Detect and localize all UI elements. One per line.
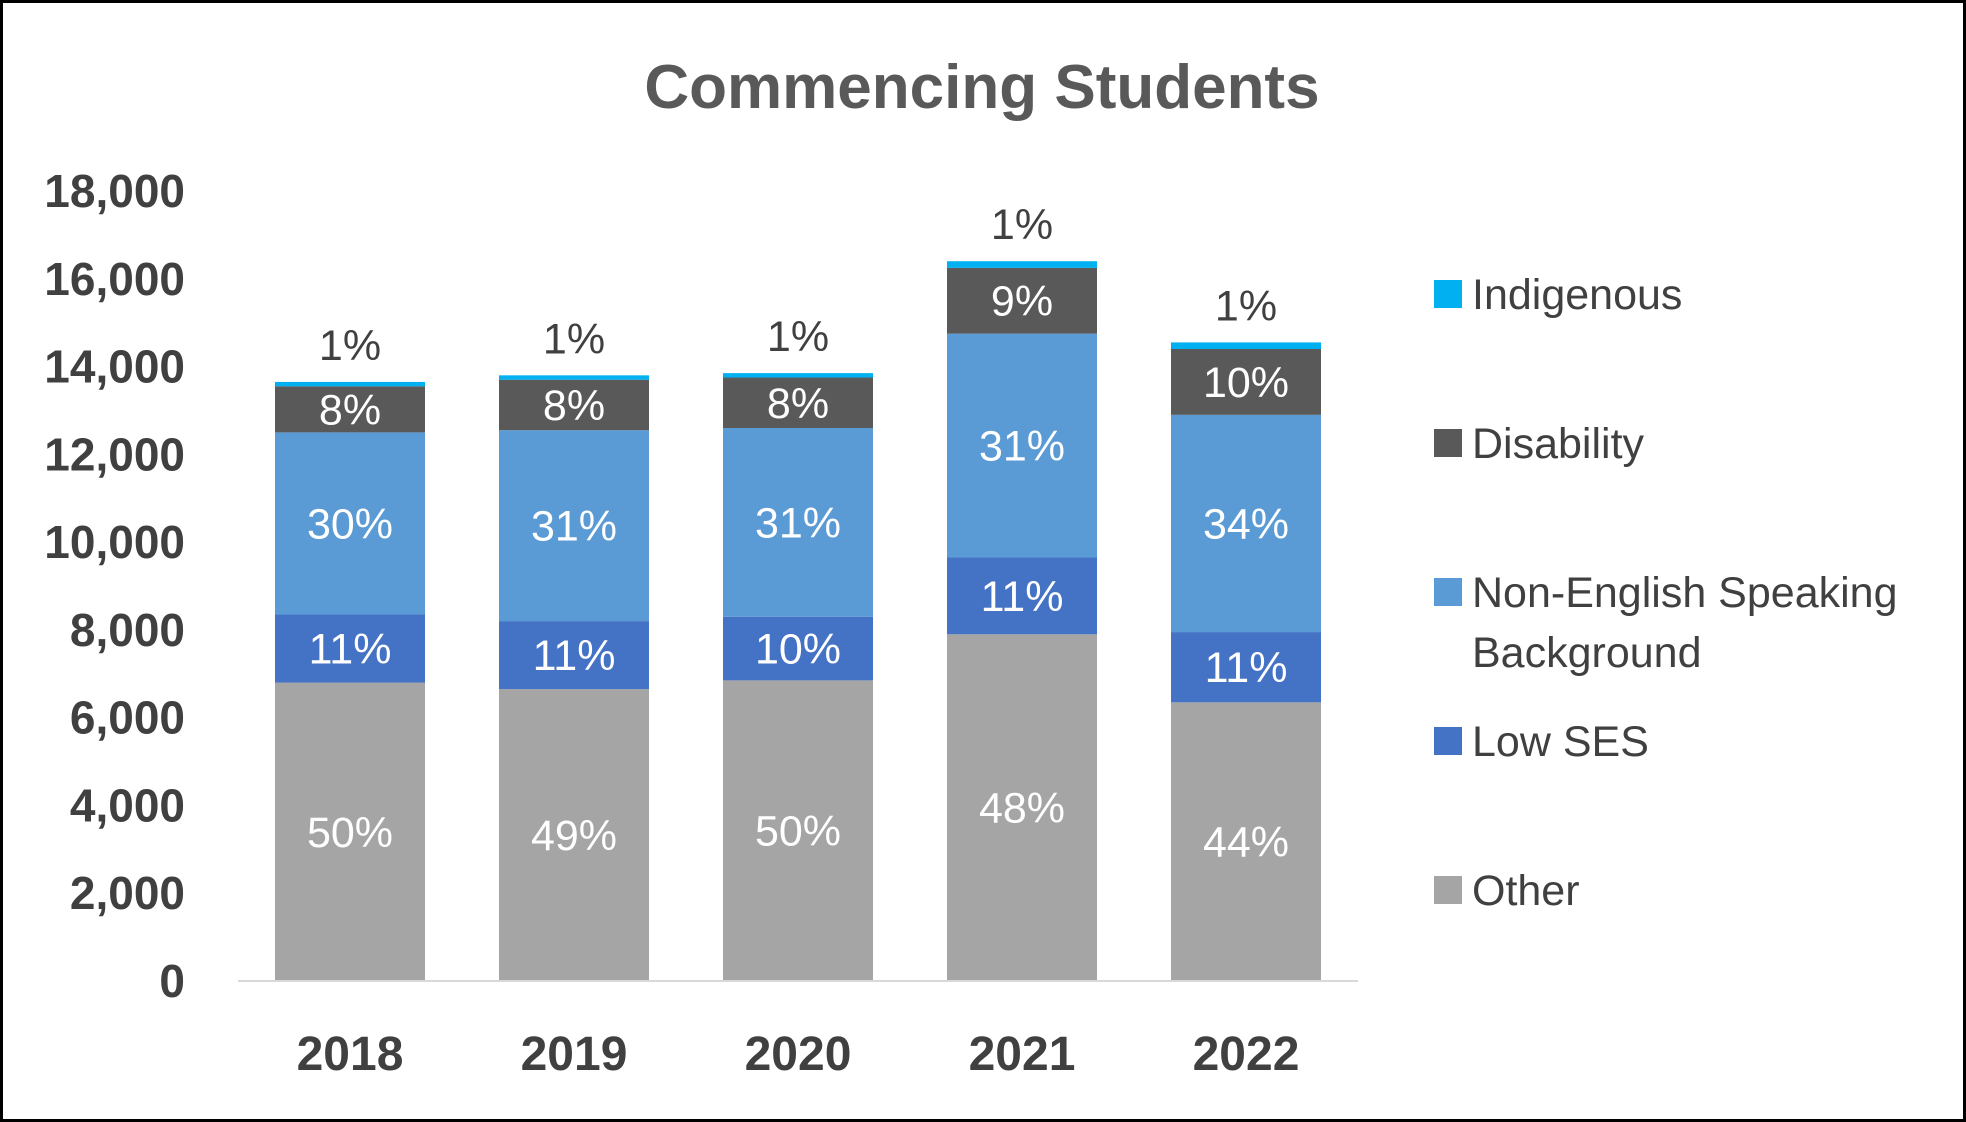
data-label: 50% xyxy=(755,808,841,856)
legend-label: Non-English Speaking Background xyxy=(1472,569,1898,677)
y-tick-label: 16,000 xyxy=(44,253,185,305)
bar-segment-other xyxy=(275,682,425,981)
bar-segment-non-english-speaking-background xyxy=(275,432,425,615)
data-label: 10% xyxy=(755,626,841,674)
data-label: 1% xyxy=(319,322,381,370)
bar-segment-other xyxy=(947,634,1097,981)
bar-segment-other xyxy=(1171,702,1321,981)
data-label: 49% xyxy=(531,812,617,860)
y-tick-label: 10,000 xyxy=(44,516,185,568)
data-label: 11% xyxy=(309,626,392,674)
x-tick-label: 2022 xyxy=(1193,1028,1300,1081)
y-tick-label: 18,000 xyxy=(44,165,185,217)
legend-label: Other xyxy=(1472,867,1580,915)
data-label: 50% xyxy=(307,809,393,857)
data-label: 1% xyxy=(1215,282,1277,330)
data-label: 11% xyxy=(981,573,1064,621)
x-axis: 2018 2019 2020 2021 2022 xyxy=(297,1028,1300,1081)
x-tick-label: 2018 xyxy=(297,1028,404,1081)
bar-segment-low-ses xyxy=(1171,632,1321,703)
y-tick-label: 2,000 xyxy=(70,867,185,919)
y-tick-label: 14,000 xyxy=(44,341,185,393)
data-label: 10% xyxy=(1203,359,1289,407)
bar-segment-disability xyxy=(275,386,425,433)
bar-segment-disability xyxy=(1171,349,1321,415)
bars: 50%11%30%8%1%49%11%31%8%1%50%10%31%8%1%4… xyxy=(275,201,1321,981)
bar-segment-indigenous xyxy=(1171,342,1321,349)
data-label: 34% xyxy=(1203,500,1289,548)
legend-label: Indigenous xyxy=(1472,271,1682,319)
x-tick-label: 2020 xyxy=(745,1028,852,1081)
bar-stack-2020: 50% 10% 31% 8% 1% xyxy=(723,313,873,981)
bar-segment-non-english-speaking-background xyxy=(499,430,649,622)
bar-segment-other xyxy=(499,689,649,981)
data-label: 31% xyxy=(531,503,617,551)
legend-swatch xyxy=(1434,876,1462,904)
bar-segment-non-english-speaking-background xyxy=(723,428,873,617)
bar-segment-non-english-speaking-background xyxy=(947,333,1097,558)
legend: Indigenous Disability Non-English Speaking… xyxy=(1434,271,1898,915)
bar-stack-2022: 44% 11% 34% 10% 1% xyxy=(1171,282,1321,981)
bar-segment-indigenous xyxy=(275,381,425,387)
bar-segment-disability xyxy=(499,379,649,431)
x-tick-label: 2019 xyxy=(521,1028,628,1081)
bar-segment-low-ses xyxy=(499,621,649,690)
bar-segment-disability xyxy=(723,377,873,428)
bar-segment-indigenous xyxy=(499,375,649,380)
y-tick-label: 0 xyxy=(159,955,185,1007)
bar-segment-low-ses xyxy=(947,557,1097,635)
bar-segment-non-english-speaking-background xyxy=(1171,414,1321,633)
bar-segment-low-ses xyxy=(275,614,425,683)
data-label: 44% xyxy=(1203,819,1289,867)
legend-item-disability: Disability xyxy=(1434,420,1645,468)
y-tick-label: 4,000 xyxy=(70,779,185,831)
data-label: 1% xyxy=(767,313,829,361)
legend-item-non-english-speaking-background: Non-English Speaking Background xyxy=(1434,569,1898,677)
data-label: 31% xyxy=(979,423,1065,471)
y-axis: 0 2,000 4,000 6,000 8,000 10,000 12,000 14,000 1… xyxy=(44,165,185,1007)
bar-segment-disability xyxy=(947,267,1097,334)
chart-title: Commencing Students xyxy=(644,53,1319,122)
data-label: 11% xyxy=(533,632,616,680)
y-tick-label: 6,000 xyxy=(70,692,185,744)
data-label: 8% xyxy=(319,386,381,434)
data-label: 1% xyxy=(543,315,605,363)
bar-segment-indigenous xyxy=(947,261,1097,268)
legend-item-other: Other xyxy=(1434,867,1580,915)
bar-segment-other xyxy=(723,680,873,981)
legend-label: Low SES xyxy=(1472,718,1649,766)
legend-swatch xyxy=(1434,429,1462,457)
legend-swatch xyxy=(1434,727,1462,755)
data-label: 31% xyxy=(755,499,841,547)
data-label: 48% xyxy=(979,785,1065,833)
x-tick-label: 2021 xyxy=(969,1028,1076,1081)
data-label: 1% xyxy=(991,201,1053,249)
legend-item-low-ses: Low SES xyxy=(1434,718,1649,766)
y-tick-label: 8,000 xyxy=(70,604,185,656)
bar-stack-2018: 50% 11% 30% 8% 1% xyxy=(275,322,425,981)
data-label: 8% xyxy=(767,380,829,428)
bar-stack-2019: 49% 11% 31% 8% 1% xyxy=(499,315,649,981)
data-label: 9% xyxy=(991,278,1053,326)
data-label: 11% xyxy=(1205,644,1288,692)
data-label: 30% xyxy=(307,500,393,548)
legend-label: Disability xyxy=(1472,420,1645,468)
bar-segment-low-ses xyxy=(723,616,873,681)
data-label: 8% xyxy=(543,382,605,430)
bar-stack-2021: 48% 11% 31% 9% 1% xyxy=(947,201,1097,981)
bar-segment-indigenous xyxy=(723,373,873,378)
y-tick-label: 12,000 xyxy=(44,428,185,480)
legend-item-indigenous: Indigenous xyxy=(1434,271,1682,319)
legend-swatch xyxy=(1434,280,1462,308)
legend-swatch xyxy=(1434,578,1462,606)
